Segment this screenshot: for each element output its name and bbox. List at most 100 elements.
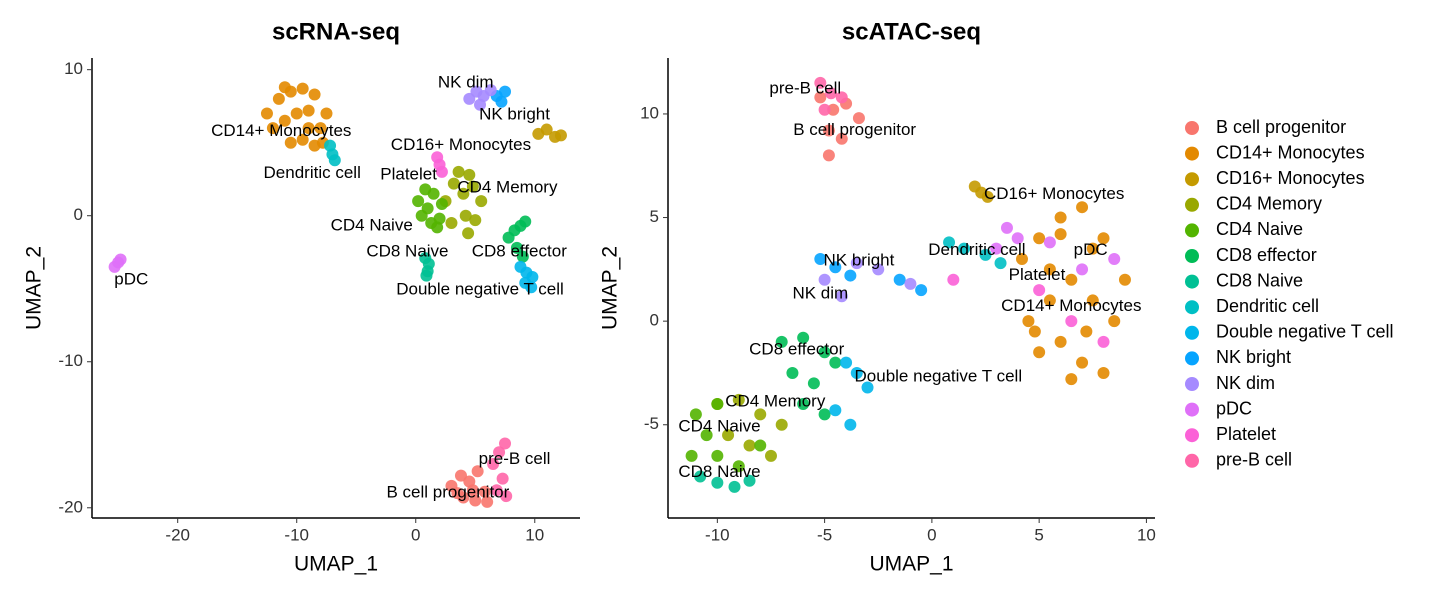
point bbox=[469, 214, 482, 227]
point bbox=[1076, 263, 1089, 276]
cluster-label: CD4 Naive bbox=[678, 416, 760, 435]
point bbox=[452, 165, 465, 178]
point bbox=[114, 253, 127, 266]
y-tick-label: -20 bbox=[58, 497, 83, 516]
point bbox=[1118, 273, 1131, 286]
point bbox=[1076, 356, 1089, 369]
x-axis-label: UMAP_1 bbox=[294, 553, 378, 576]
cluster-label: CD4 Naive bbox=[331, 215, 413, 234]
cluster-label: pre-B cell bbox=[479, 449, 551, 468]
point bbox=[1022, 315, 1035, 328]
legend-swatch bbox=[1185, 274, 1199, 289]
point bbox=[872, 263, 885, 276]
point bbox=[1097, 335, 1110, 348]
point bbox=[990, 242, 1003, 255]
legend-label: CD4 Memory bbox=[1216, 194, 1322, 214]
point bbox=[493, 446, 506, 459]
legend-swatch bbox=[1185, 325, 1199, 340]
cluster-label: CD14+ Monocytes bbox=[1001, 296, 1141, 315]
legend-label: Dendritic cell bbox=[1216, 296, 1319, 316]
point bbox=[685, 449, 698, 462]
point bbox=[689, 408, 702, 421]
point bbox=[1097, 232, 1110, 245]
legend-label: NK bright bbox=[1216, 347, 1291, 367]
point bbox=[1065, 273, 1078, 286]
point bbox=[835, 290, 848, 303]
legend-label: CD14+ Monocytes bbox=[1216, 142, 1365, 162]
cluster-label: CD8 effector bbox=[749, 340, 844, 359]
cluster-label: Dendritic cell bbox=[264, 163, 361, 182]
point bbox=[1043, 236, 1056, 249]
point bbox=[818, 408, 831, 421]
cluster-label: Dendritic cell bbox=[928, 240, 1025, 259]
cluster-label: CD4 Memory bbox=[725, 391, 826, 410]
point bbox=[981, 190, 994, 203]
legend-swatch bbox=[1185, 121, 1199, 135]
cluster-label: pDC bbox=[114, 269, 148, 288]
point bbox=[1000, 221, 1013, 234]
legend-swatch bbox=[1185, 197, 1199, 212]
point bbox=[260, 107, 273, 120]
point bbox=[272, 92, 285, 105]
legend-label: Platelet bbox=[1216, 424, 1276, 444]
point bbox=[475, 195, 488, 208]
point bbox=[499, 85, 512, 98]
cluster-label: Platelet bbox=[380, 164, 437, 183]
cluster-label: NK bright bbox=[824, 251, 895, 270]
point bbox=[420, 269, 433, 282]
point bbox=[525, 281, 538, 294]
point bbox=[994, 257, 1007, 270]
point bbox=[466, 484, 479, 497]
point bbox=[835, 91, 848, 104]
cluster-label: NK dim bbox=[438, 72, 494, 91]
point bbox=[296, 82, 309, 95]
point bbox=[711, 398, 724, 411]
point bbox=[1054, 335, 1067, 348]
point bbox=[850, 366, 863, 379]
point bbox=[743, 439, 756, 452]
point bbox=[1080, 325, 1093, 338]
x-tick-label: 10 bbox=[525, 525, 544, 544]
point bbox=[694, 470, 707, 483]
point bbox=[1065, 373, 1078, 386]
point bbox=[797, 331, 810, 344]
point bbox=[844, 269, 857, 282]
point bbox=[1015, 252, 1028, 265]
point bbox=[904, 277, 917, 290]
point bbox=[1108, 315, 1121, 328]
point bbox=[308, 88, 321, 101]
y-tick-label: 5 bbox=[650, 207, 659, 226]
point bbox=[490, 484, 503, 497]
legend-label: CD8 effector bbox=[1216, 245, 1317, 265]
chart-title: scRNA-seq bbox=[272, 18, 400, 45]
point bbox=[484, 84, 497, 97]
point bbox=[958, 242, 971, 255]
legend-swatch bbox=[1185, 172, 1199, 187]
cluster-label: Double negative T cell bbox=[396, 280, 564, 299]
point bbox=[471, 465, 484, 478]
point bbox=[850, 257, 863, 270]
point bbox=[495, 95, 508, 108]
point bbox=[861, 381, 874, 394]
point bbox=[711, 449, 724, 462]
point bbox=[775, 335, 788, 348]
point bbox=[466, 180, 479, 193]
cluster-label: B cell progenitor bbox=[386, 483, 509, 502]
point bbox=[457, 187, 470, 200]
point bbox=[296, 133, 309, 146]
point bbox=[302, 122, 315, 135]
point bbox=[499, 437, 512, 450]
point bbox=[474, 98, 487, 111]
point bbox=[807, 377, 820, 390]
x-axis-label: UMAP_1 bbox=[869, 553, 953, 576]
point bbox=[827, 103, 840, 116]
point bbox=[979, 248, 992, 261]
point bbox=[947, 273, 960, 286]
point bbox=[700, 429, 713, 442]
y-tick-label: 10 bbox=[640, 103, 659, 122]
y-axis-label: UMAP_2 bbox=[23, 246, 46, 330]
point bbox=[431, 221, 444, 234]
cluster-label: NK bright bbox=[479, 104, 550, 123]
point bbox=[818, 273, 831, 286]
